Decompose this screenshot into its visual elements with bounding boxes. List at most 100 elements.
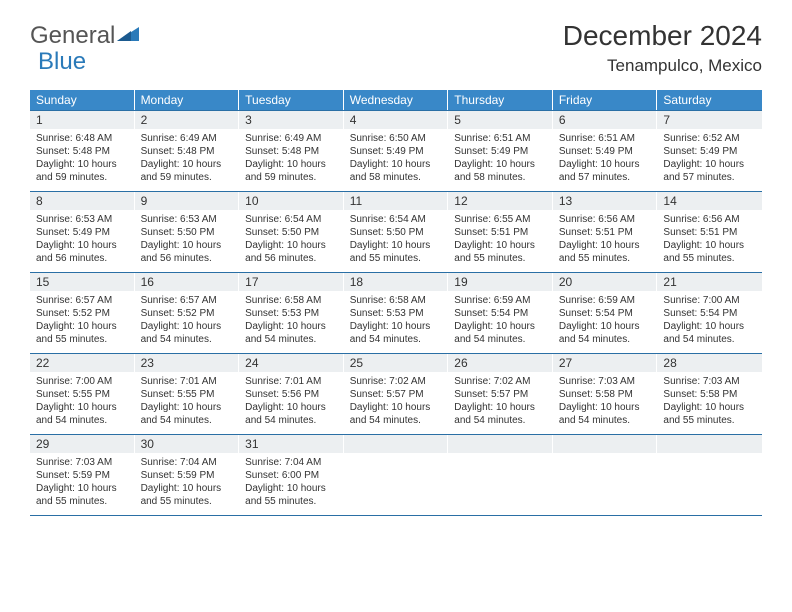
sunrise-text: Sunrise: 6:53 AM (141, 213, 233, 226)
daylight-text: Daylight: 10 hours and 54 minutes. (245, 320, 337, 346)
week-content-row: Sunrise: 7:03 AMSunset: 5:59 PMDaylight:… (30, 453, 762, 515)
calendar: SundayMondayTuesdayWednesdayThursdayFrid… (30, 90, 762, 516)
sunrise-text: Sunrise: 7:01 AM (245, 375, 337, 388)
day-number-cell (344, 435, 449, 453)
day-number-cell: 25 (344, 354, 449, 372)
day-content-cell: Sunrise: 6:57 AMSunset: 5:52 PMDaylight:… (135, 291, 240, 353)
sunset-text: Sunset: 5:54 PM (559, 307, 651, 320)
daylight-text: Daylight: 10 hours and 55 minutes. (559, 239, 651, 265)
day-number-cell: 31 (239, 435, 344, 453)
daylight-text: Daylight: 10 hours and 54 minutes. (350, 320, 442, 346)
day-number-cell: 20 (553, 273, 658, 291)
day-content-cell: Sunrise: 7:01 AMSunset: 5:55 PMDaylight:… (135, 372, 240, 434)
day-number-cell: 30 (135, 435, 240, 453)
day-content-cell (657, 453, 762, 515)
sunset-text: Sunset: 5:57 PM (454, 388, 546, 401)
daylight-text: Daylight: 10 hours and 54 minutes. (559, 401, 651, 427)
sunrise-text: Sunrise: 6:49 AM (141, 132, 233, 145)
sunrise-text: Sunrise: 7:04 AM (245, 456, 337, 469)
day-content-cell: Sunrise: 6:48 AMSunset: 5:48 PMDaylight:… (30, 129, 135, 191)
sunset-text: Sunset: 5:55 PM (36, 388, 128, 401)
day-content-cell: Sunrise: 6:54 AMSunset: 5:50 PMDaylight:… (239, 210, 344, 272)
day-content-cell: Sunrise: 6:49 AMSunset: 5:48 PMDaylight:… (135, 129, 240, 191)
day-number-cell: 21 (657, 273, 762, 291)
day-of-week-cell: Sunday (30, 90, 135, 110)
sunrise-text: Sunrise: 7:00 AM (36, 375, 128, 388)
day-number-cell: 29 (30, 435, 135, 453)
sunrise-text: Sunrise: 7:01 AM (141, 375, 233, 388)
day-of-week-cell: Thursday (448, 90, 553, 110)
day-of-week-cell: Wednesday (344, 90, 449, 110)
daylight-text: Daylight: 10 hours and 59 minutes. (245, 158, 337, 184)
day-content-cell (344, 453, 449, 515)
week-daynum-row: 293031 (30, 434, 762, 453)
day-number-cell: 14 (657, 192, 762, 210)
day-of-week-cell: Tuesday (239, 90, 344, 110)
sunset-text: Sunset: 5:48 PM (36, 145, 128, 158)
daylight-text: Daylight: 10 hours and 54 minutes. (350, 401, 442, 427)
day-content-cell: Sunrise: 7:02 AMSunset: 5:57 PMDaylight:… (344, 372, 449, 434)
sunrise-text: Sunrise: 6:56 AM (559, 213, 651, 226)
logo-text-2: Blue (38, 48, 86, 76)
sunrise-text: Sunrise: 7:03 AM (663, 375, 756, 388)
sunrise-text: Sunrise: 6:54 AM (245, 213, 337, 226)
week-daynum-row: 15161718192021 (30, 272, 762, 291)
day-content-cell: Sunrise: 6:54 AMSunset: 5:50 PMDaylight:… (344, 210, 449, 272)
sunrise-text: Sunrise: 6:55 AM (454, 213, 546, 226)
sunset-text: Sunset: 5:49 PM (350, 145, 442, 158)
daylight-text: Daylight: 10 hours and 55 minutes. (454, 239, 546, 265)
sunset-text: Sunset: 5:48 PM (141, 145, 233, 158)
sunset-text: Sunset: 5:55 PM (141, 388, 233, 401)
day-number-cell: 28 (657, 354, 762, 372)
daylight-text: Daylight: 10 hours and 56 minutes. (36, 239, 128, 265)
daylight-text: Daylight: 10 hours and 55 minutes. (663, 401, 756, 427)
week-content-row: Sunrise: 6:48 AMSunset: 5:48 PMDaylight:… (30, 129, 762, 191)
daylight-text: Daylight: 10 hours and 55 minutes. (36, 482, 128, 508)
day-content-cell: Sunrise: 6:51 AMSunset: 5:49 PMDaylight:… (553, 129, 658, 191)
day-of-week-cell: Monday (135, 90, 240, 110)
day-content-cell: Sunrise: 7:04 AMSunset: 5:59 PMDaylight:… (135, 453, 240, 515)
sunset-text: Sunset: 5:53 PM (350, 307, 442, 320)
week-daynum-row: 1234567 (30, 110, 762, 129)
daylight-text: Daylight: 10 hours and 54 minutes. (454, 320, 546, 346)
day-number-cell: 10 (239, 192, 344, 210)
day-number-cell: 22 (30, 354, 135, 372)
sunset-text: Sunset: 5:56 PM (245, 388, 337, 401)
sunrise-text: Sunrise: 6:50 AM (350, 132, 442, 145)
sunset-text: Sunset: 5:58 PM (559, 388, 651, 401)
daylight-text: Daylight: 10 hours and 56 minutes. (141, 239, 233, 265)
daylight-text: Daylight: 10 hours and 54 minutes. (663, 320, 756, 346)
day-content-cell: Sunrise: 6:58 AMSunset: 5:53 PMDaylight:… (239, 291, 344, 353)
day-content-cell: Sunrise: 6:59 AMSunset: 5:54 PMDaylight:… (448, 291, 553, 353)
day-number-cell: 27 (553, 354, 658, 372)
sunrise-text: Sunrise: 6:58 AM (350, 294, 442, 307)
sunset-text: Sunset: 5:49 PM (36, 226, 128, 239)
day-content-cell: Sunrise: 6:59 AMSunset: 5:54 PMDaylight:… (553, 291, 658, 353)
day-number-cell: 15 (30, 273, 135, 291)
sunset-text: Sunset: 5:51 PM (559, 226, 651, 239)
week-content-row: Sunrise: 7:00 AMSunset: 5:55 PMDaylight:… (30, 372, 762, 434)
day-content-cell: Sunrise: 6:58 AMSunset: 5:53 PMDaylight:… (344, 291, 449, 353)
week-daynum-row: 22232425262728 (30, 353, 762, 372)
sunrise-text: Sunrise: 6:57 AM (36, 294, 128, 307)
sunrise-text: Sunrise: 7:00 AM (663, 294, 756, 307)
daylight-text: Daylight: 10 hours and 57 minutes. (559, 158, 651, 184)
day-number-cell: 11 (344, 192, 449, 210)
sunrise-text: Sunrise: 6:51 AM (559, 132, 651, 145)
day-content-cell (448, 453, 553, 515)
day-number-cell: 16 (135, 273, 240, 291)
daylight-text: Daylight: 10 hours and 55 minutes. (141, 482, 233, 508)
day-number-cell (657, 435, 762, 453)
weeks-container: 1234567Sunrise: 6:48 AMSunset: 5:48 PMDa… (30, 110, 762, 515)
sunrise-text: Sunrise: 6:53 AM (36, 213, 128, 226)
sunset-text: Sunset: 5:52 PM (36, 307, 128, 320)
sunset-text: Sunset: 5:58 PM (663, 388, 756, 401)
daylight-text: Daylight: 10 hours and 55 minutes. (36, 320, 128, 346)
daylight-text: Daylight: 10 hours and 54 minutes. (141, 401, 233, 427)
sunset-text: Sunset: 5:50 PM (141, 226, 233, 239)
daylight-text: Daylight: 10 hours and 54 minutes. (141, 320, 233, 346)
day-content-cell: Sunrise: 6:52 AMSunset: 5:49 PMDaylight:… (657, 129, 762, 191)
sunrise-text: Sunrise: 6:52 AM (663, 132, 756, 145)
day-number-cell: 23 (135, 354, 240, 372)
day-content-cell (553, 453, 658, 515)
